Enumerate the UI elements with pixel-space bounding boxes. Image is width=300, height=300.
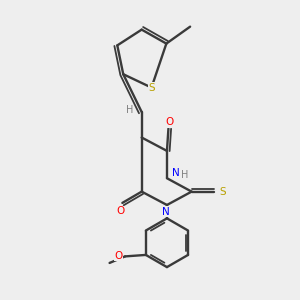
Text: S: S: [148, 82, 155, 93]
Text: N: N: [162, 206, 169, 217]
Text: O: O: [117, 206, 125, 216]
Text: N: N: [172, 168, 180, 178]
Text: H: H: [181, 170, 188, 180]
Text: O: O: [165, 117, 173, 127]
Text: S: S: [219, 187, 226, 196]
Text: O: O: [114, 251, 123, 261]
Text: H: H: [125, 105, 133, 115]
